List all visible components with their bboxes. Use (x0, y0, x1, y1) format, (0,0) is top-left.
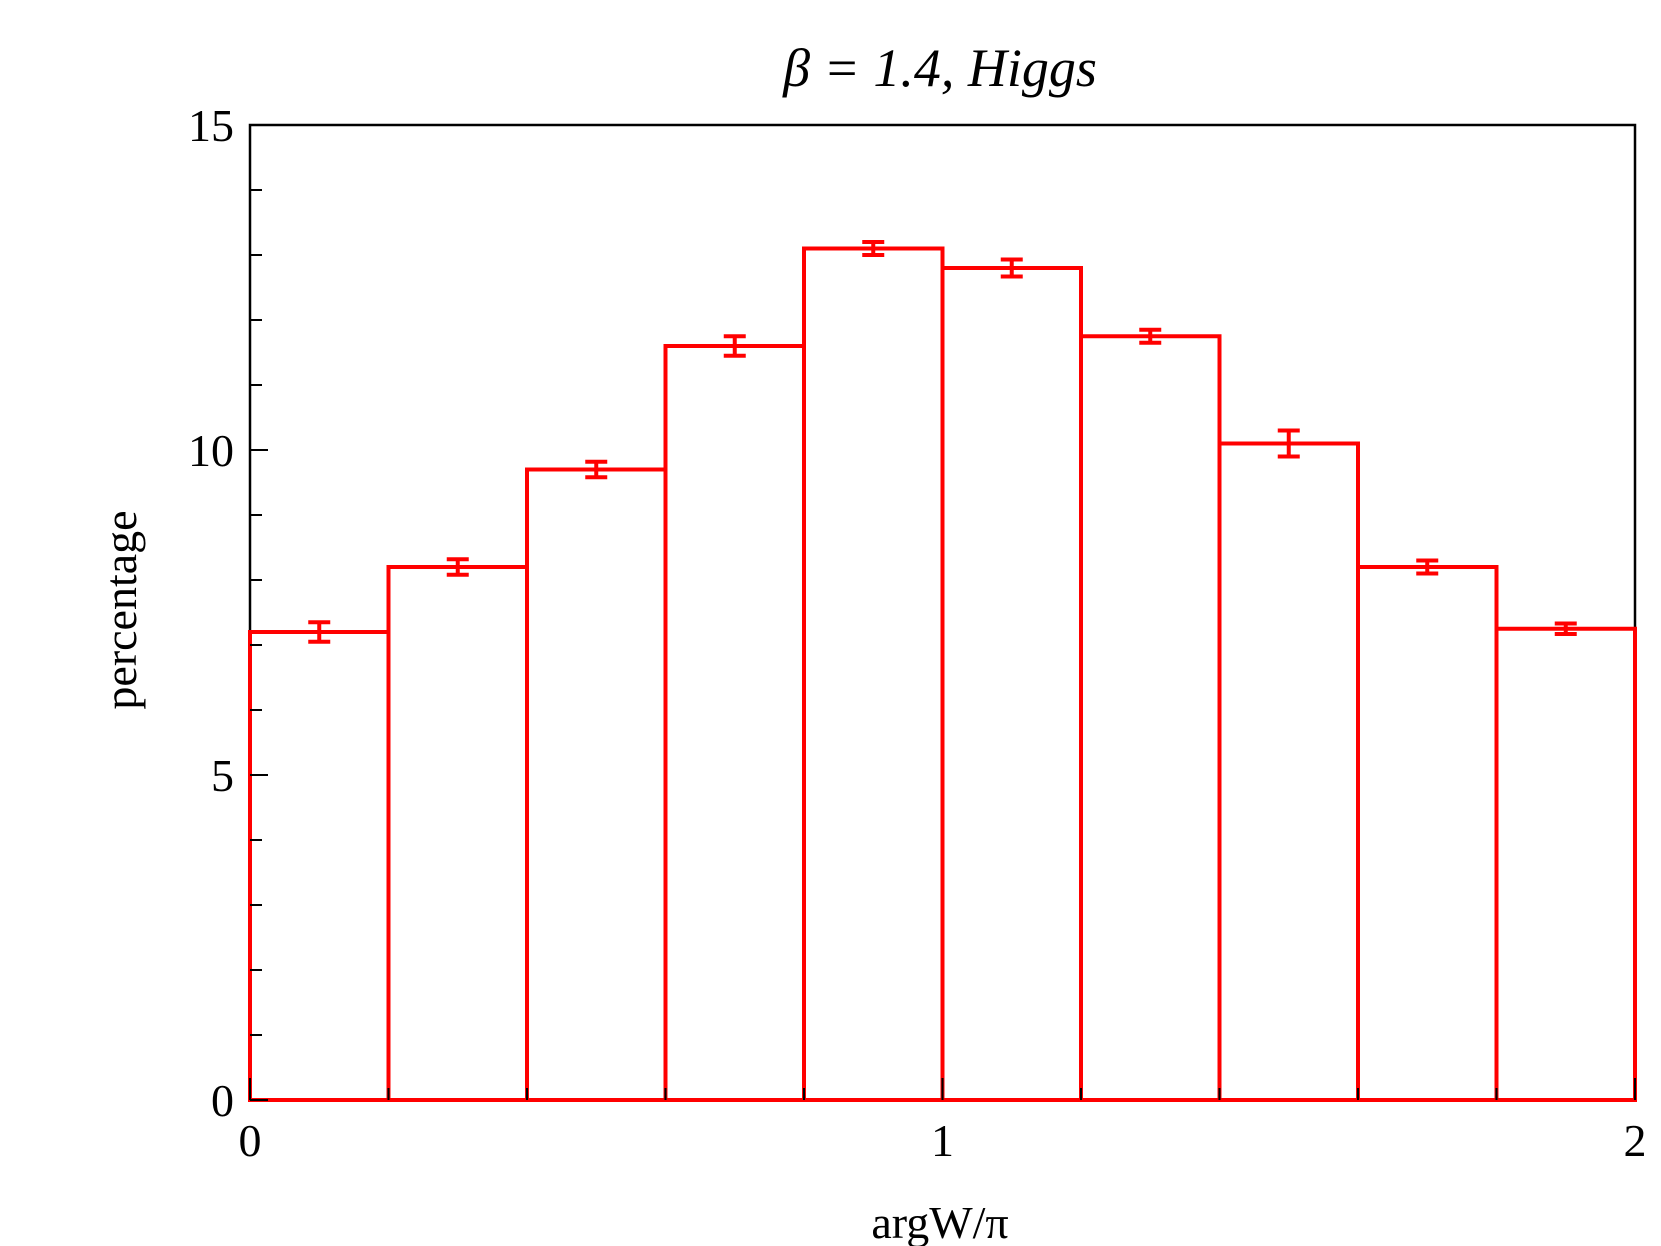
y-tick-label: 15 (188, 100, 234, 151)
x-axis-ticks: 0 1 2 (239, 1078, 1647, 1166)
error-bar (308, 620, 331, 644)
y-tick-label: 10 (188, 425, 234, 476)
error-bar (446, 557, 469, 577)
error-bar (862, 240, 885, 257)
x-tick-label: 1 (931, 1115, 954, 1166)
error-bar (1554, 621, 1577, 636)
error-bars (308, 240, 1577, 644)
histogram-bar (802, 246, 945, 1102)
x-tick-label: 2 (1624, 1115, 1647, 1166)
x-tick-label: 0 (239, 1115, 262, 1166)
x-axis-label: argW/π (871, 1197, 1008, 1246)
histogram-bar (1356, 565, 1499, 1102)
error-bar (1000, 257, 1023, 279)
y-tick-label: 0 (211, 1075, 234, 1126)
histogram-bar (1217, 441, 1360, 1102)
error-bar (1277, 428, 1300, 459)
histogram-bar (525, 467, 668, 1102)
histogram-bars (248, 246, 1637, 1102)
y-tick-label: 5 (211, 750, 234, 801)
histogram-bar (386, 565, 529, 1102)
error-bar (1416, 558, 1439, 576)
histogram-bar (663, 344, 806, 1102)
error-bar (585, 459, 608, 480)
y-axis-label: percentage (95, 510, 146, 709)
histogram-bar (248, 630, 391, 1102)
error-bar (723, 334, 746, 358)
histogram-bar (1079, 334, 1222, 1102)
chart-title: β = 1.4, Higgs (782, 38, 1097, 98)
y-axis-ticks: 0 5 10 15 (188, 100, 268, 1126)
histogram-bar (940, 266, 1083, 1102)
histogram-bar (1494, 626, 1637, 1102)
error-bar (1139, 327, 1162, 345)
